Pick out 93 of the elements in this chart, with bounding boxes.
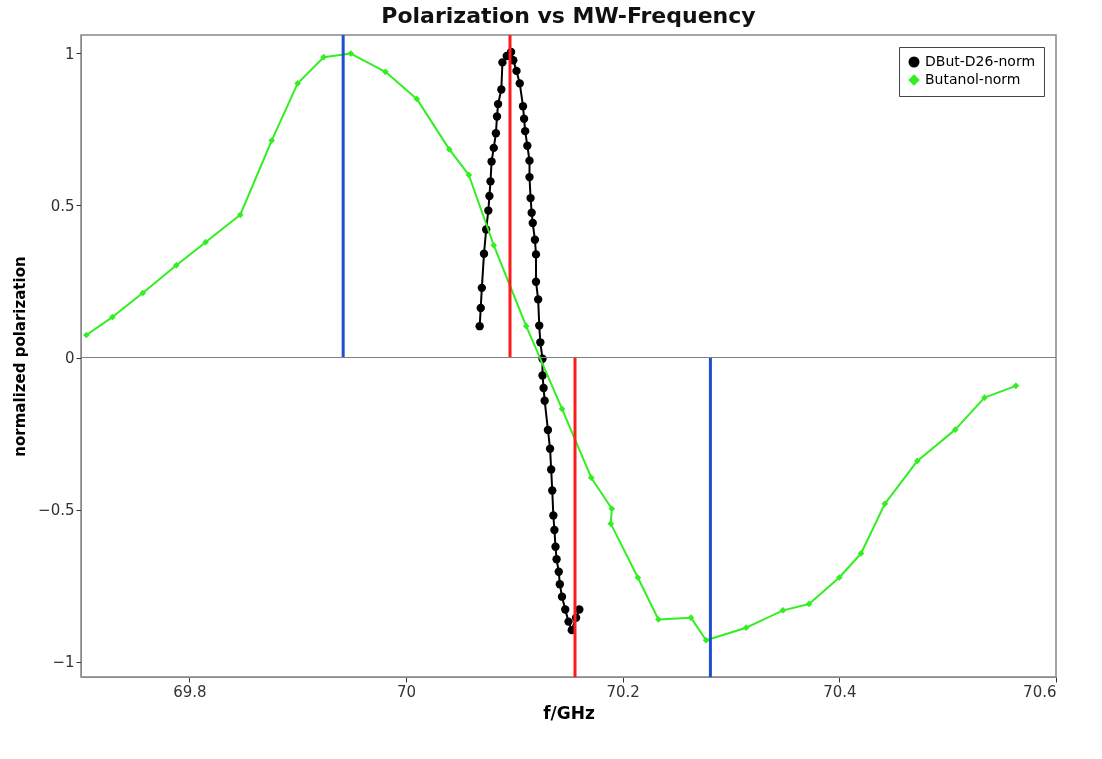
point — [109, 313, 116, 321]
x-axis-title: f/GHz — [543, 702, 595, 723]
point — [520, 126, 530, 136]
point — [489, 143, 498, 153]
point — [881, 500, 889, 508]
point — [608, 505, 616, 513]
chart-title: Polarization vs MW-Frequency — [381, 2, 756, 28]
point — [512, 66, 521, 76]
point — [981, 394, 988, 402]
legend-label: Butanol-norm — [925, 71, 1021, 87]
point — [551, 542, 560, 551]
x-tick-label: 70 — [396, 682, 417, 701]
point — [548, 486, 557, 495]
point — [607, 520, 615, 527]
point — [492, 112, 502, 121]
x-tick-label: 69.8 — [173, 682, 207, 701]
y-axis-title: normalized polarization — [11, 256, 30, 457]
point — [475, 322, 484, 331]
point — [1012, 382, 1020, 390]
y-tick-label: −1 — [52, 653, 75, 672]
point — [533, 295, 543, 304]
point — [687, 614, 695, 622]
point — [545, 444, 555, 453]
point — [536, 338, 545, 347]
point — [172, 261, 180, 269]
point — [525, 172, 534, 182]
x-tick-label: 70.4 — [823, 682, 857, 701]
point — [558, 405, 566, 413]
point — [555, 580, 565, 589]
point — [540, 396, 549, 405]
y-tick-label: −0.5 — [38, 501, 75, 520]
point — [413, 95, 421, 103]
point — [294, 80, 302, 87]
point — [543, 425, 553, 435]
point — [493, 99, 503, 109]
point — [519, 114, 529, 123]
point — [655, 616, 662, 623]
point — [268, 137, 276, 144]
point — [497, 85, 506, 94]
point — [487, 157, 496, 166]
point — [531, 250, 541, 259]
point — [202, 238, 209, 246]
point — [476, 303, 485, 313]
point — [320, 53, 328, 61]
point — [445, 146, 453, 153]
point — [477, 283, 487, 293]
point — [546, 465, 556, 474]
point — [523, 141, 532, 150]
point — [515, 79, 524, 88]
legend-label: DBut-D26-norm — [925, 53, 1036, 69]
point — [518, 102, 528, 111]
point — [561, 605, 570, 614]
point — [465, 171, 473, 179]
point — [526, 193, 535, 203]
point — [486, 177, 495, 186]
x-tick-label: 70.6 — [1023, 682, 1057, 701]
point — [491, 129, 501, 138]
point — [557, 592, 567, 601]
y-tick-label: 1 — [64, 44, 75, 63]
point — [498, 58, 507, 67]
point — [634, 574, 642, 581]
point — [552, 555, 561, 564]
point — [564, 617, 573, 626]
point — [382, 68, 389, 76]
y-tick-label: 0.5 — [50, 196, 75, 215]
point — [550, 525, 559, 535]
point — [539, 383, 548, 393]
point — [535, 321, 544, 330]
point — [236, 211, 244, 219]
point — [528, 218, 537, 228]
point — [479, 249, 489, 258]
x-tick-label: 70.2 — [606, 682, 640, 701]
point — [522, 322, 530, 330]
point — [530, 235, 540, 244]
point — [139, 289, 147, 297]
point — [485, 191, 494, 201]
point — [835, 574, 843, 581]
point — [531, 277, 541, 286]
point — [951, 426, 959, 433]
point — [347, 50, 355, 57]
point — [554, 567, 563, 576]
y-tick-label: 0 — [64, 349, 75, 368]
point — [742, 624, 750, 632]
point — [490, 241, 498, 249]
point — [538, 371, 547, 380]
point — [702, 636, 710, 644]
point — [527, 208, 536, 217]
point — [525, 156, 534, 165]
point — [805, 600, 813, 608]
point — [913, 457, 921, 465]
point — [587, 474, 595, 482]
point — [484, 206, 493, 215]
point — [549, 511, 558, 520]
